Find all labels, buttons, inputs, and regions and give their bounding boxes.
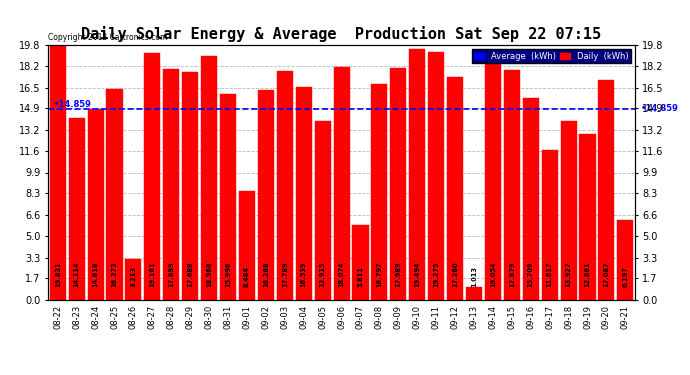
Text: 1.013: 1.013 (471, 266, 477, 287)
Text: 13.915: 13.915 (319, 262, 326, 287)
Text: Copyright 2012 Cartronics.com: Copyright 2012 Cartronics.com (48, 33, 168, 42)
Bar (50, 45, 66, 300)
Text: 17.087: 17.087 (604, 261, 609, 287)
Text: 16.539: 16.539 (301, 262, 307, 287)
Text: •14.859: •14.859 (641, 104, 678, 113)
Text: 16.373: 16.373 (112, 261, 117, 287)
Bar (542, 150, 558, 300)
Bar (598, 80, 615, 300)
Bar (144, 53, 160, 300)
Text: 17.989: 17.989 (395, 261, 402, 287)
Text: 19.494: 19.494 (414, 261, 420, 287)
Bar (618, 220, 633, 300)
Bar (220, 94, 236, 300)
Text: 19.054: 19.054 (490, 262, 496, 287)
Text: 19.275: 19.275 (433, 262, 439, 287)
Bar (68, 118, 85, 300)
Text: 17.899: 17.899 (168, 261, 175, 287)
Text: 17.789: 17.789 (282, 261, 288, 287)
Bar (296, 87, 312, 300)
Text: 18.968: 18.968 (206, 261, 212, 287)
Bar (315, 121, 331, 300)
Text: 16.797: 16.797 (376, 261, 382, 287)
Bar (88, 109, 103, 300)
Text: 14.818: 14.818 (92, 261, 99, 287)
Text: 17.280: 17.280 (452, 261, 458, 287)
Text: 6.197: 6.197 (622, 266, 629, 287)
Text: 14.114: 14.114 (74, 261, 79, 287)
Text: 17.879: 17.879 (509, 261, 515, 287)
Bar (447, 78, 463, 300)
Bar (371, 84, 387, 300)
Bar (201, 56, 217, 300)
Bar (239, 191, 255, 300)
Bar (466, 287, 482, 300)
Bar (164, 69, 179, 300)
Bar (333, 67, 350, 300)
Bar (560, 121, 577, 300)
Bar (485, 55, 501, 300)
Text: 13.927: 13.927 (566, 261, 571, 287)
Text: 16.268: 16.268 (263, 261, 269, 287)
Bar (523, 98, 539, 300)
Bar (182, 72, 198, 300)
Text: 18.074: 18.074 (339, 261, 344, 287)
Text: 11.617: 11.617 (546, 261, 553, 287)
Text: 19.831: 19.831 (55, 261, 61, 287)
Bar (504, 70, 520, 300)
Bar (126, 259, 141, 300)
Text: 15.709: 15.709 (528, 262, 534, 287)
Text: 15.996: 15.996 (225, 262, 231, 287)
Bar (409, 49, 425, 300)
Bar (258, 90, 274, 300)
Bar (580, 134, 595, 300)
Bar (353, 225, 368, 300)
Title: Daily Solar Energy & Average  Production Sat Sep 22 07:15: Daily Solar Energy & Average Production … (81, 27, 602, 42)
Legend: Average  (kWh), Daily  (kWh): Average (kWh), Daily (kWh) (471, 49, 631, 63)
Text: 19.161: 19.161 (149, 261, 155, 287)
Text: 12.861: 12.861 (584, 261, 591, 287)
Text: 3.213: 3.213 (130, 266, 137, 287)
Text: •14.859: •14.859 (55, 100, 92, 109)
Bar (428, 52, 444, 300)
Text: 8.484: 8.484 (244, 266, 250, 287)
Bar (106, 89, 123, 300)
Bar (277, 71, 293, 300)
Text: 5.811: 5.811 (357, 266, 364, 287)
Bar (391, 68, 406, 300)
Text: 17.688: 17.688 (187, 261, 193, 287)
